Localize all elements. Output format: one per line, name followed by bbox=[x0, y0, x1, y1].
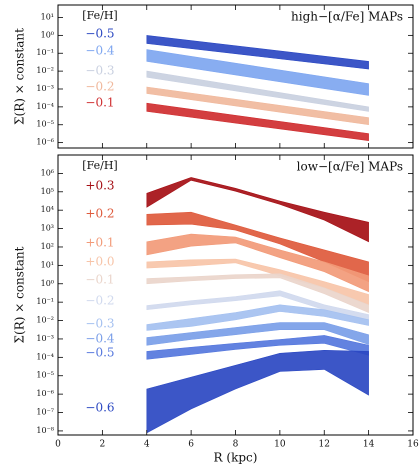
legend-label: −0.2 bbox=[85, 294, 114, 308]
y-tick-label: 10⁻³ bbox=[36, 334, 54, 343]
legend-label: −0.4 bbox=[85, 44, 115, 58]
legend-label: −0.1 bbox=[85, 96, 114, 110]
x-tick-label: 14 bbox=[363, 440, 375, 450]
legend-label: −0.6 bbox=[85, 401, 114, 415]
legend-label: −0.3 bbox=[85, 64, 114, 78]
y-tick-label: 10⁶ bbox=[41, 168, 54, 177]
y-axis-label: Σ(R) × constant bbox=[13, 28, 27, 125]
band bbox=[146, 273, 369, 314]
y-tick-label: 10¹ bbox=[41, 12, 54, 21]
band bbox=[146, 49, 369, 96]
y-tick-label: 10⁻² bbox=[36, 66, 54, 75]
legend-label: −0.4 bbox=[85, 332, 115, 346]
y-tick-label: 10⁻⁷ bbox=[36, 408, 54, 417]
x-tick-label: 12 bbox=[319, 440, 330, 450]
y-tick-label: 10⁻⁴ bbox=[36, 102, 54, 111]
band bbox=[146, 304, 369, 331]
y-tick-label: 10⁻³ bbox=[36, 84, 54, 93]
legend-label: −0.2 bbox=[85, 80, 114, 94]
legend-label: +0.3 bbox=[85, 179, 114, 193]
band bbox=[146, 233, 369, 293]
band bbox=[146, 35, 369, 70]
legend-title: [Fe/H] bbox=[82, 9, 117, 22]
y-tick-label: 10⁻⁴ bbox=[36, 352, 54, 361]
x-axis-label: R (kpc) bbox=[214, 451, 258, 465]
band bbox=[146, 86, 369, 126]
y-tick-label: 10⁰ bbox=[41, 279, 54, 288]
legend-label: +0.1 bbox=[85, 236, 114, 250]
y-tick-label: 10⁻⁵ bbox=[36, 120, 54, 129]
y-tick-label: 10⁻¹ bbox=[36, 48, 54, 57]
x-tick-label: 10 bbox=[274, 440, 286, 450]
x-tick-label: 4 bbox=[144, 440, 150, 450]
band bbox=[146, 322, 369, 346]
annotation: high−[α/Fe] MAPs bbox=[291, 10, 403, 24]
x-tick-label: 16 bbox=[407, 440, 419, 450]
y-tick-label: 10⁻⁶ bbox=[36, 389, 54, 398]
x-tick-label: 0 bbox=[55, 440, 61, 450]
y-tick-label: 10² bbox=[41, 242, 54, 251]
legend-label: −0.5 bbox=[85, 346, 114, 360]
y-tick-label: 10⁻⁶ bbox=[36, 138, 54, 147]
y-tick-label: 10⁻¹ bbox=[36, 297, 54, 306]
y-tick-label: 10⁴ bbox=[41, 205, 54, 214]
y-tick-label: 10⁻⁸ bbox=[36, 426, 54, 435]
y-axis-label: Σ(R) × constant bbox=[13, 246, 27, 343]
y-tick-label: 10⁻² bbox=[36, 316, 54, 325]
band bbox=[146, 70, 369, 112]
x-tick-label: 2 bbox=[100, 440, 106, 450]
x-tick-label: 8 bbox=[233, 440, 239, 450]
annotation: low−[α/Fe] MAPs bbox=[297, 160, 403, 174]
legend-label: +0.0 bbox=[85, 255, 114, 269]
legend-label: −0.1 bbox=[85, 273, 114, 287]
y-tick-label: 10⁻⁵ bbox=[36, 371, 54, 380]
legend-label: −0.3 bbox=[85, 317, 114, 331]
band bbox=[146, 102, 369, 141]
band bbox=[146, 349, 369, 434]
y-tick-label: 10⁵ bbox=[41, 187, 54, 196]
y-tick-label: 10³ bbox=[41, 224, 54, 233]
legend-label: −0.5 bbox=[85, 27, 114, 41]
legend-label: +0.2 bbox=[85, 207, 114, 221]
band bbox=[146, 177, 369, 243]
y-tick-label: 10¹ bbox=[41, 260, 54, 269]
legend-title: [Fe/H] bbox=[82, 159, 117, 172]
x-tick-label: 6 bbox=[188, 440, 194, 450]
y-tick-label: 10⁰ bbox=[41, 30, 54, 39]
